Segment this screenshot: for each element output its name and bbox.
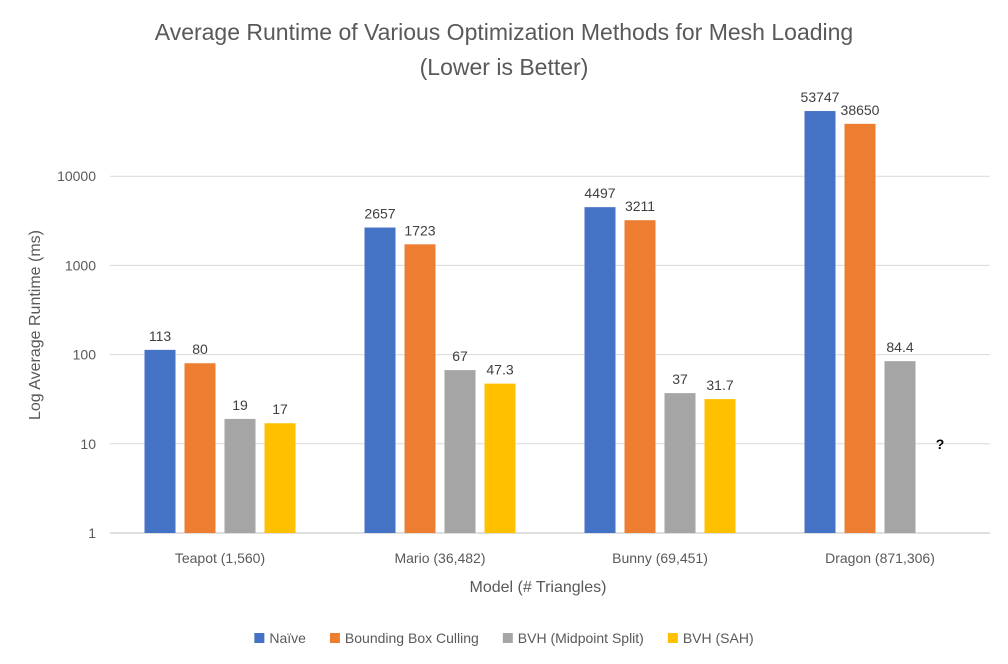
legend-label: Bounding Box Culling <box>345 630 479 646</box>
bars <box>144 111 916 534</box>
bar <box>884 361 916 533</box>
data-label: 37 <box>672 371 688 387</box>
y-axis-label: Log Average Runtime (ms) <box>27 230 44 420</box>
bar <box>624 220 656 533</box>
data-labels: 113 80 19 17 2657 1723 67 47.3 4497 3211 37 31.7 537… <box>149 89 914 417</box>
x-axis-label: Model (# Triangles) <box>470 579 607 596</box>
bar <box>144 349 176 533</box>
y-tick-label: 10000 <box>57 168 96 184</box>
data-label: 67 <box>452 348 468 364</box>
data-label: 84.4 <box>886 339 913 355</box>
annotations: ? <box>936 436 945 452</box>
legend-swatch <box>254 633 265 643</box>
legend-swatch <box>502 633 513 643</box>
category-label: Dragon (871,306) <box>825 550 935 566</box>
data-label: 1723 <box>404 222 435 238</box>
y-tick-label: 1 <box>88 525 96 541</box>
bar <box>224 418 256 533</box>
y-tick-labels: 1 10 100 1000 10000 <box>57 168 96 541</box>
bar <box>444 370 476 533</box>
data-label: 113 <box>149 328 172 344</box>
data-label: 53747 <box>801 89 840 105</box>
bar <box>364 227 396 534</box>
bar <box>484 383 516 533</box>
legend-swatch <box>329 633 340 643</box>
data-label: 4497 <box>584 185 615 201</box>
legend-label: BVH (Midpoint Split) <box>518 630 644 646</box>
bar <box>584 207 616 533</box>
data-label: 31.7 <box>706 377 733 393</box>
data-label: 38650 <box>841 102 880 118</box>
data-label: 47.3 <box>486 362 513 378</box>
data-label: 80 <box>192 341 208 357</box>
y-tick-label: 1000 <box>65 257 96 273</box>
x-tick-labels: Teapot (1,560) Mario (36,482) Bunny (69,45… <box>175 550 935 566</box>
chart-title-line2: (Lower is Better) <box>420 54 589 80</box>
bar <box>264 423 296 533</box>
legend-label: Naïve <box>269 630 306 646</box>
bar <box>404 244 436 533</box>
bar <box>704 399 736 533</box>
bar <box>184 363 216 533</box>
data-label: 2657 <box>364 206 395 222</box>
category-label: Teapot (1,560) <box>175 550 265 566</box>
data-label: 3211 <box>625 198 655 214</box>
bar <box>804 111 836 534</box>
data-label: 19 <box>232 397 248 413</box>
chart-title-line1: Average Runtime of Various Optimization … <box>155 19 853 45</box>
category-label: Bunny (69,451) <box>612 550 708 566</box>
legend-swatch <box>667 633 678 643</box>
bar <box>664 393 696 533</box>
y-tick-label: 100 <box>73 347 97 363</box>
category-label: Mario (36,482) <box>394 550 485 566</box>
data-label: 17 <box>272 401 288 417</box>
gridlines <box>110 175 990 534</box>
y-tick-label: 10 <box>80 436 96 452</box>
legend-label: BVH (SAH) <box>683 630 754 646</box>
missing-value-annotation: ? <box>936 436 945 452</box>
legend: Naïve Bounding Box Culling BVH (Midpoint S… <box>254 630 754 646</box>
bar <box>844 123 876 533</box>
